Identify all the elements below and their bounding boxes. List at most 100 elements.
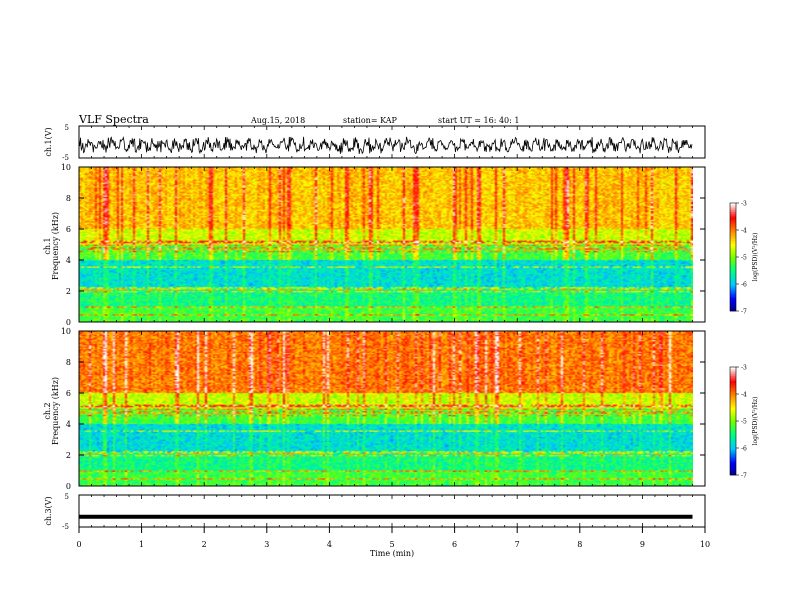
ch1-ytick-bottom: -5 <box>62 154 69 162</box>
colorbar-segment <box>730 210 736 213</box>
colorbar-segment <box>730 294 736 297</box>
colorbar-segment <box>730 444 736 447</box>
colorbar-segment <box>730 471 736 474</box>
colorbar-segment <box>730 370 736 373</box>
ch1-spectrogram-ytick-label: 6 <box>66 225 71 234</box>
colorbar-tick-label: -7 <box>741 309 747 316</box>
colorbar-segment <box>730 275 736 278</box>
colorbar-segment <box>730 446 736 449</box>
colorbar-segment <box>730 215 736 218</box>
ch2-spectrogram-ytick-label: 0 <box>66 482 71 491</box>
colorbar-segment <box>730 395 736 398</box>
x-axis-tick-label: 5 <box>389 540 394 549</box>
colorbar-segment <box>730 231 736 234</box>
colorbar-segment <box>730 372 736 375</box>
ch3-ytick-top: 5 <box>65 493 69 501</box>
x-axis-tick-label: 8 <box>577 540 582 549</box>
colorbar-segment <box>730 428 736 431</box>
figure-title: VLF Spectra <box>78 113 149 126</box>
colorbar-segment <box>730 469 736 472</box>
colorbar-segment <box>730 392 736 395</box>
ch2-spectrogram-image <box>79 331 693 486</box>
colorbar-segment <box>730 203 736 206</box>
colorbar-segment <box>730 467 736 470</box>
colorbar-segment <box>730 237 736 240</box>
colorbar-segment <box>730 249 736 252</box>
ch2-spectrogram-ytick-label: 6 <box>66 389 71 398</box>
colorbar-segment <box>730 458 736 461</box>
x-axis-tick-label: 10 <box>700 540 710 549</box>
colorbar-segment <box>730 303 736 306</box>
colorbar-segment <box>730 403 736 406</box>
colorbar-segment <box>730 399 736 402</box>
colorbar-segment <box>730 417 736 420</box>
colorbar-segment <box>730 228 736 231</box>
colorbar-segment <box>730 226 736 229</box>
colorbar-segment <box>730 251 736 254</box>
colorbar-segment <box>730 464 736 467</box>
colorbar-segment <box>730 242 736 245</box>
colorbar-segment <box>730 401 736 404</box>
colorbar-segment <box>730 390 736 393</box>
colorbar-segment <box>730 412 736 415</box>
station-label: station= KAP <box>343 116 398 125</box>
colorbar-segment <box>730 305 736 308</box>
colorbar-segment <box>730 413 736 416</box>
colorbar-segment <box>730 289 736 292</box>
ch1-colorbar: -3 -4 -5 -6 -7 log(PSD)(V²/Hz) <box>729 201 759 316</box>
x-axis-tick-label: 7 <box>515 540 520 549</box>
colorbar-segment <box>730 422 736 425</box>
colorbar-segment <box>730 240 736 243</box>
ch1-spectrogram-ylabel-frequency: Frequency (kHz) <box>51 212 60 280</box>
colorbar-segment <box>730 258 736 261</box>
colorbar-segment <box>730 284 736 287</box>
ch2-colorbar: -3 -4 -5 -6 -7 log(PSD)(V²/Hz) <box>729 365 759 480</box>
colorbar-tick-label: -5 <box>741 255 747 262</box>
ch1-waveform-line <box>78 135 693 155</box>
ch1-ytick-top: 5 <box>65 124 69 132</box>
colorbar-segment <box>730 388 736 391</box>
ch1-spectrogram-ytick-label: 10 <box>61 163 71 172</box>
colorbar-segment <box>730 204 736 207</box>
colorbar-segment <box>730 431 736 434</box>
colorbar-segment <box>730 273 736 276</box>
colorbar-tick-label: -3 <box>741 365 747 372</box>
colorbar-segment <box>730 282 736 285</box>
colorbar-segment <box>730 383 736 386</box>
colorbar-segment <box>730 385 736 388</box>
colorbar-segment <box>730 442 736 445</box>
colorbar-segment <box>730 212 736 215</box>
colorbar-segment <box>730 246 736 249</box>
colorbar-tick-label: -3 <box>741 201 747 208</box>
colorbar-segment <box>730 300 736 303</box>
colorbar-segment <box>730 410 736 413</box>
ch3-waveform-panel: 5 -5 ch.3(V) 0 1 2 3 4 5 6 7 8 9 10 Time (min) <box>44 493 710 558</box>
colorbar-segment <box>730 377 736 380</box>
colorbar-tick-label: -6 <box>741 446 747 453</box>
colorbar-label: log(PSD)(V²/Hz) <box>752 233 759 282</box>
colorbar-segment <box>730 221 736 224</box>
colorbar-segment <box>730 426 736 429</box>
colorbar-segment <box>730 291 736 294</box>
colorbar-segment <box>730 453 736 456</box>
colorbar-segment <box>730 462 736 465</box>
colorbar-segment <box>730 457 736 460</box>
colorbar-segment <box>730 367 736 370</box>
colorbar-segment <box>730 449 736 452</box>
x-axis-tick-label: 9 <box>640 540 645 549</box>
colorbar-segment <box>730 248 736 251</box>
ch1-spectrogram-ytick-label: 2 <box>66 287 71 296</box>
colorbar-segment <box>730 415 736 418</box>
colorbar-segment <box>730 435 736 438</box>
colorbar-segment <box>730 280 736 283</box>
colorbar-segment <box>730 451 736 454</box>
colorbar-segment <box>730 309 736 312</box>
colorbar-segment <box>730 404 736 407</box>
colorbar-segment <box>730 239 736 242</box>
ch1-spectrogram-ylabel-channel: ch.1 <box>43 237 52 254</box>
colorbar-segment <box>730 473 736 476</box>
colorbar-segment <box>730 267 736 270</box>
colorbar-segment <box>730 408 736 411</box>
